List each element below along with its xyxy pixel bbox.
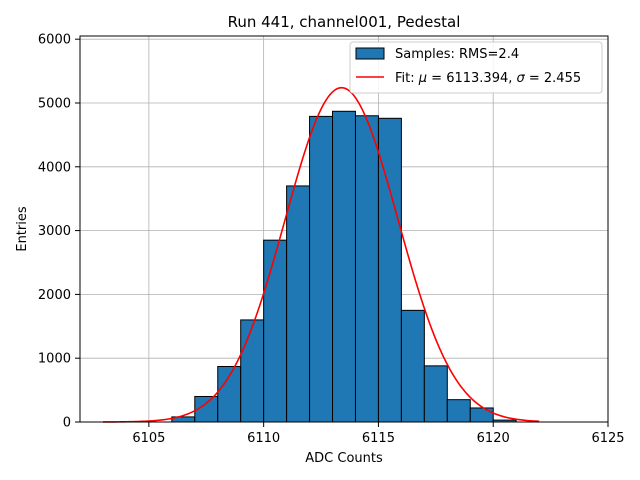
y-tick-label: 4000 (38, 160, 71, 175)
histogram-bar (423, 365, 448, 423)
histogram-bar (354, 115, 379, 423)
histogram-bar (286, 185, 311, 423)
y-axis-ticks: 0 1000 2000 3000 4000 5000 6000 (38, 33, 80, 431)
fit-curve (102, 86, 540, 423)
x-tick-label: 6115 (362, 431, 395, 446)
legend-histogram-swatch (355, 47, 385, 60)
x-axis-label: ADC Counts (305, 451, 383, 466)
legend-fit-label: Fit: μ = 6113.394, σ = 2.455 (395, 71, 581, 86)
y-tick-label: 5000 (38, 96, 71, 111)
chart-title: Run 441, channel001, Pedestal (228, 13, 461, 31)
y-tick-label: 6000 (38, 33, 71, 48)
x-tick-label: 6120 (477, 431, 510, 446)
histogram-bar (400, 309, 425, 423)
y-tick-label: 1000 (38, 352, 71, 367)
y-tick-label: 2000 (38, 288, 71, 303)
histogram-bar (446, 399, 471, 423)
histogram-bar (469, 407, 494, 423)
x-tick-label: 6110 (247, 431, 280, 446)
legend-histogram-label: Samples: RMS=2.4 (395, 47, 519, 62)
x-axis-ticks: 6105 6110 6115 6120 6125 (132, 422, 625, 446)
histogram-bar (240, 319, 265, 423)
histogram-bars (171, 110, 517, 423)
histogram-bar (263, 239, 288, 423)
legend: Samples: RMS=2.4 Fit: μ = 6113.394, σ = … (349, 41, 603, 94)
x-tick-label: 6105 (132, 431, 165, 446)
histogram-bar (309, 115, 334, 423)
y-axis-label: Entries (15, 206, 30, 252)
x-tick-label: 6125 (591, 431, 624, 446)
y-tick-label: 0 (63, 416, 71, 431)
axes-frame (79, 35, 609, 423)
histogram-bar (332, 110, 356, 423)
legend-frame (349, 41, 603, 94)
y-tick-label: 3000 (38, 224, 71, 239)
